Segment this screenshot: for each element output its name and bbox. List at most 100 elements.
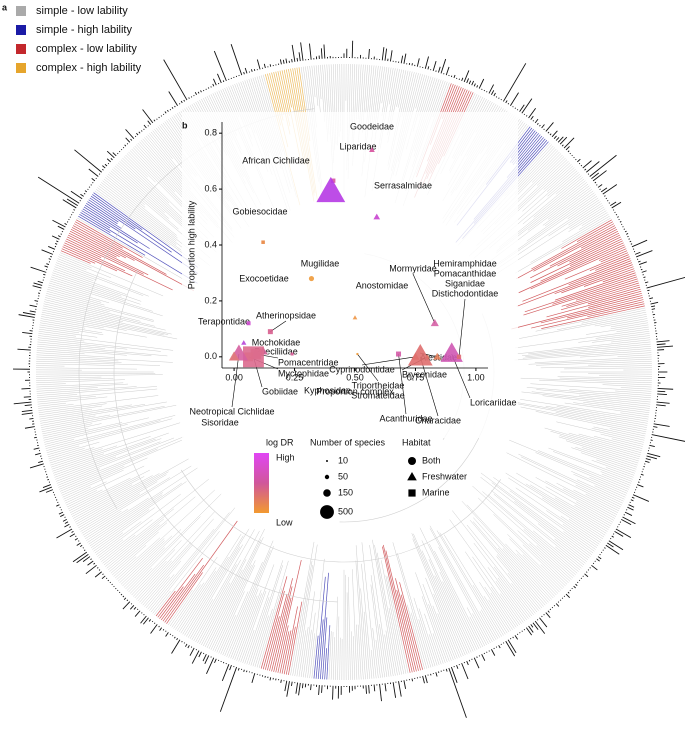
branch bbox=[609, 428, 646, 437]
branch bbox=[42, 423, 93, 435]
rate-bar bbox=[637, 481, 640, 483]
rate-bar bbox=[22, 332, 33, 335]
point-label: Exocoetidae bbox=[239, 273, 289, 283]
branch bbox=[587, 303, 645, 318]
rate-bar bbox=[530, 624, 534, 628]
rate-bar bbox=[43, 273, 46, 276]
branch bbox=[52, 453, 104, 472]
branch bbox=[399, 582, 424, 670]
branch bbox=[575, 446, 637, 468]
branch bbox=[53, 438, 156, 476]
branch bbox=[40, 320, 86, 329]
branch bbox=[412, 538, 462, 657]
branch bbox=[252, 615, 269, 667]
branch bbox=[102, 478, 209, 564]
branch bbox=[157, 558, 203, 618]
rate-bar bbox=[612, 533, 615, 535]
branch bbox=[122, 157, 170, 204]
branch bbox=[529, 543, 571, 582]
branch bbox=[256, 560, 289, 668]
branch bbox=[509, 439, 629, 490]
branch bbox=[379, 623, 388, 678]
rate-bar bbox=[630, 243, 633, 245]
branch bbox=[397, 553, 432, 668]
rate-bar bbox=[213, 50, 227, 82]
branch bbox=[123, 547, 165, 588]
rate-bar bbox=[298, 682, 301, 696]
rate-bar bbox=[563, 137, 575, 149]
branch bbox=[491, 490, 585, 566]
branch bbox=[400, 594, 421, 671]
branch bbox=[103, 508, 174, 566]
branch bbox=[80, 477, 170, 532]
legend-label: simple - low lability bbox=[36, 5, 128, 17]
rate-bar bbox=[214, 658, 217, 664]
scatter-panel: b 0.0 0.2 0.4 0.6 0.8 0.00 0.25 0.50 0.75 1.00 Prop… bbox=[182, 112, 518, 527]
rate-bar bbox=[561, 597, 564, 599]
rate-bar bbox=[153, 119, 156, 122]
rate-bar bbox=[200, 90, 202, 93]
leader-line bbox=[270, 320, 287, 332]
branch bbox=[258, 588, 283, 669]
leader-line bbox=[458, 298, 466, 357]
branch bbox=[68, 477, 131, 510]
rate-bar bbox=[39, 486, 53, 493]
branch bbox=[432, 633, 444, 664]
rate-bar bbox=[381, 47, 385, 61]
rate-bar bbox=[586, 161, 600, 173]
branch bbox=[559, 377, 652, 381]
branch bbox=[497, 577, 529, 619]
branch bbox=[547, 187, 591, 220]
rate-bar bbox=[143, 128, 145, 130]
rate-bar bbox=[569, 589, 571, 592]
y-tick-label: 0.4 bbox=[204, 239, 217, 249]
branch bbox=[516, 553, 557, 596]
rate-bar bbox=[587, 569, 590, 571]
branch bbox=[122, 529, 182, 587]
legend-label: 10 bbox=[338, 455, 348, 465]
branch bbox=[600, 433, 644, 445]
point-label: Liparidae bbox=[339, 141, 376, 151]
branch bbox=[534, 356, 652, 363]
branch bbox=[51, 276, 126, 302]
branch bbox=[473, 517, 549, 603]
rate-bar bbox=[545, 122, 554, 132]
branch bbox=[560, 515, 601, 543]
rate-bar bbox=[553, 605, 556, 607]
branch bbox=[595, 256, 630, 271]
rate-bar bbox=[80, 544, 83, 547]
rate-bar bbox=[519, 104, 525, 112]
branch bbox=[617, 354, 652, 357]
branch bbox=[64, 481, 107, 502]
branch bbox=[189, 599, 213, 639]
branch bbox=[491, 586, 519, 627]
rate-bar bbox=[398, 681, 402, 697]
branch bbox=[62, 246, 118, 272]
branch bbox=[483, 596, 508, 634]
branch bbox=[425, 577, 458, 659]
rate-bar bbox=[516, 109, 519, 111]
branch bbox=[575, 280, 639, 301]
point bbox=[396, 351, 402, 357]
rate-bar bbox=[403, 53, 407, 64]
point-label: Distichodontidae bbox=[432, 288, 499, 298]
branch bbox=[568, 208, 606, 232]
legend-title: Habitat bbox=[402, 437, 431, 447]
branch bbox=[226, 550, 271, 657]
branch bbox=[375, 639, 381, 678]
rate-bar bbox=[22, 312, 36, 316]
rate-bar bbox=[46, 263, 50, 266]
branch bbox=[63, 244, 133, 277]
branch bbox=[38, 328, 98, 338]
point-label: Serrasalmidae bbox=[374, 180, 432, 190]
branch bbox=[38, 395, 159, 411]
rate-bar bbox=[140, 615, 147, 624]
branch bbox=[421, 540, 474, 652]
rate-bar bbox=[555, 137, 560, 141]
branch bbox=[92, 194, 143, 230]
point-label: Mormyridae bbox=[389, 263, 437, 273]
rate-bar bbox=[500, 643, 502, 646]
panel-label: a bbox=[2, 2, 8, 12]
rate-bar bbox=[584, 168, 587, 171]
branch bbox=[575, 484, 621, 508]
